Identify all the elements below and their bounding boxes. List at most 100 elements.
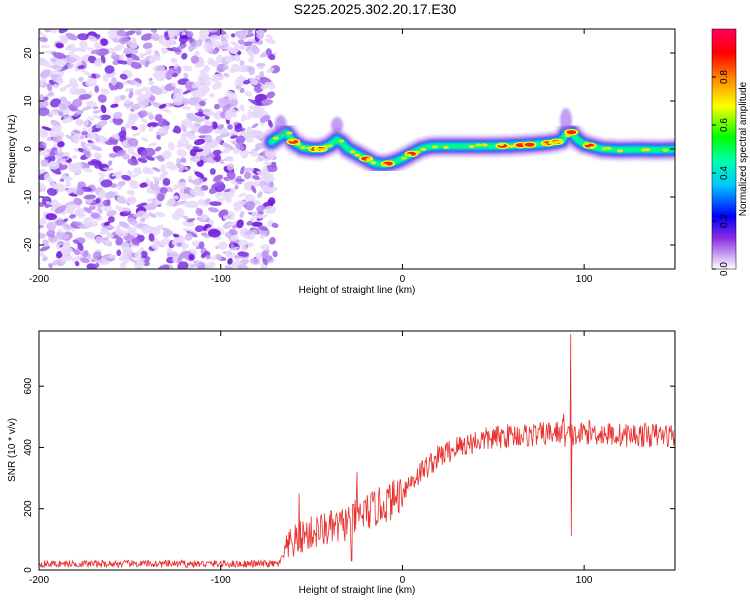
ridge-fleck bbox=[431, 145, 438, 149]
noise-blob bbox=[177, 261, 189, 269]
noise-blob bbox=[247, 29, 253, 37]
noise-blob bbox=[240, 166, 245, 175]
noise-blob bbox=[40, 59, 52, 68]
noise-blob bbox=[39, 81, 44, 86]
noise-blob bbox=[243, 167, 255, 172]
noise-blob bbox=[82, 167, 93, 173]
noise-blob bbox=[175, 207, 185, 217]
noise-blob bbox=[237, 39, 245, 45]
noise-blob bbox=[53, 52, 66, 60]
noise-blob bbox=[92, 251, 102, 259]
noise-blob bbox=[215, 245, 220, 250]
noise-blob bbox=[124, 41, 132, 46]
noise-blob bbox=[116, 30, 127, 37]
noise-blob bbox=[261, 99, 273, 105]
noise-blob bbox=[122, 49, 133, 55]
noise-blob bbox=[260, 244, 270, 250]
noise-blob bbox=[90, 220, 99, 228]
noise-blob bbox=[95, 198, 101, 204]
noise-blob bbox=[74, 66, 79, 72]
noise-blob bbox=[100, 88, 111, 95]
noise-blob bbox=[140, 217, 146, 223]
noise-blob bbox=[48, 128, 62, 137]
y-tick-label: 20 bbox=[23, 47, 34, 59]
noise-blob bbox=[98, 44, 103, 49]
noise-blob bbox=[251, 46, 260, 55]
noise-blob bbox=[172, 92, 185, 103]
noise-blob bbox=[212, 174, 224, 182]
noise-blob bbox=[170, 164, 179, 171]
noise-blob bbox=[211, 40, 221, 48]
noise-blob bbox=[195, 207, 203, 217]
ridge-fleck bbox=[286, 131, 293, 135]
noise-blob bbox=[192, 178, 204, 186]
noise-blob bbox=[97, 203, 105, 208]
noise-blob bbox=[139, 182, 149, 188]
noise-blob bbox=[72, 98, 83, 108]
noise-blob bbox=[126, 189, 135, 196]
noise-blob bbox=[203, 120, 213, 127]
noise-blob bbox=[136, 31, 141, 36]
noise-blob bbox=[97, 94, 107, 103]
noise-blob bbox=[58, 58, 68, 67]
frequency-ridge bbox=[260, 108, 675, 176]
noise-blob bbox=[182, 228, 195, 233]
noise-blob bbox=[130, 54, 140, 61]
noise-blob bbox=[266, 67, 275, 74]
noise-blob bbox=[179, 35, 190, 40]
noise-blob bbox=[128, 257, 138, 263]
noise-blob bbox=[188, 254, 195, 261]
noise-blob bbox=[181, 31, 187, 36]
noise-blob bbox=[147, 142, 157, 147]
noise-blob bbox=[129, 180, 139, 190]
noise-blob bbox=[159, 187, 168, 194]
noise-blob bbox=[201, 150, 208, 157]
noise-blob bbox=[156, 193, 165, 202]
noise-blob bbox=[106, 29, 118, 35]
colorbar-ticks: 0.0 0.2 0.4 0.6 0.8 bbox=[712, 70, 730, 276]
noise-blob bbox=[194, 171, 205, 179]
noise-blob bbox=[90, 212, 101, 219]
noise-blob bbox=[94, 85, 100, 93]
noise-blob bbox=[219, 159, 225, 165]
noise-blob bbox=[82, 105, 92, 111]
noise-blob bbox=[47, 91, 54, 97]
x-tick-label: -100 bbox=[211, 575, 231, 586]
noise-blob bbox=[127, 114, 139, 124]
noise-blob bbox=[257, 226, 269, 231]
noise-blob bbox=[111, 77, 118, 86]
noise-blob bbox=[131, 126, 138, 131]
noise-blob bbox=[115, 118, 124, 124]
noise-blob bbox=[265, 48, 272, 56]
noise-blob bbox=[203, 42, 213, 51]
noise-blob bbox=[56, 240, 65, 246]
noise-blob bbox=[135, 261, 146, 266]
noise-blob bbox=[104, 239, 112, 246]
noise-blob bbox=[189, 188, 202, 197]
noise-blob bbox=[111, 134, 120, 140]
noise-blob bbox=[137, 99, 149, 107]
noise-blob bbox=[183, 72, 189, 79]
noise-blob bbox=[88, 205, 96, 211]
ridge-fleck bbox=[662, 148, 669, 152]
noise-blob bbox=[268, 237, 276, 245]
noise-blob bbox=[102, 73, 109, 83]
noise-blob bbox=[47, 176, 53, 184]
noise-blob bbox=[145, 155, 155, 161]
ridge-fleck bbox=[557, 139, 564, 143]
colorbar-tick-label: 0.8 bbox=[719, 70, 730, 84]
noise-blob bbox=[115, 205, 125, 212]
noise-blob bbox=[107, 160, 113, 166]
noise-blob bbox=[229, 98, 238, 108]
noise-blob bbox=[58, 111, 64, 117]
noise-blob bbox=[195, 39, 203, 47]
y-tick-label: -10 bbox=[23, 189, 34, 204]
colorbar-tick-label: 0.6 bbox=[719, 118, 730, 132]
noise-blob bbox=[104, 254, 109, 259]
snr-panel: -200 -100 0 100 0 200 400 600 Height of straig… bbox=[7, 330, 676, 596]
ridge-fleck bbox=[306, 146, 313, 150]
ridge-fleck bbox=[475, 143, 482, 147]
y-tick-label: 10 bbox=[23, 95, 34, 107]
noise-blob bbox=[137, 210, 150, 220]
noise-blob bbox=[123, 121, 135, 129]
